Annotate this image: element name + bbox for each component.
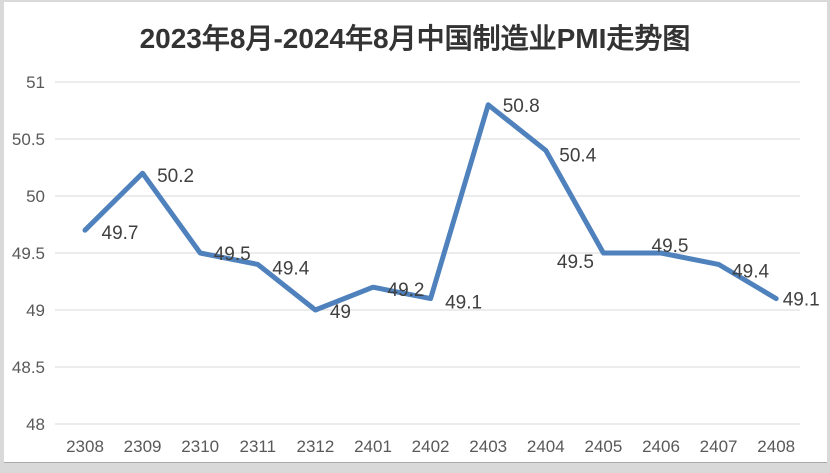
x-axis-tick-label: 2404 <box>527 437 565 456</box>
data-label: 49.7 <box>102 223 139 244</box>
data-label: 49.5 <box>652 236 689 257</box>
x-axis-tick-label: 2405 <box>584 437 622 456</box>
pmi-trend-line <box>82 102 779 313</box>
y-axis-tick-label: 49.5 <box>12 244 45 263</box>
x-axis-tick-label: 2403 <box>469 437 507 456</box>
y-axis-tick-label: 48 <box>26 415 45 434</box>
x-axis-tick-label: 2311 <box>240 437 277 456</box>
y-axis-tick-label: 49 <box>26 301 45 320</box>
data-label: 49.4 <box>732 261 769 282</box>
y-axis-tick-label: 51 <box>26 73 45 92</box>
y-axis-tick-label: 50.5 <box>12 130 45 149</box>
data-label: 50.8 <box>503 96 540 117</box>
data-label: 49.5 <box>557 252 594 273</box>
chart-background <box>4 2 827 463</box>
x-axis-tick-label: 2310 <box>181 437 219 456</box>
data-label: 49.4 <box>272 258 309 279</box>
data-label: 49.5 <box>214 244 251 265</box>
data-label: 49.2 <box>388 280 425 301</box>
data-label: 50.2 <box>157 166 194 187</box>
x-axis-tick-label: 2406 <box>642 437 680 456</box>
x-axis-tick-label: 2407 <box>700 437 738 456</box>
y-axis-tick-label: 50 <box>26 187 45 206</box>
x-axis-tick-label: 2312 <box>296 437 334 456</box>
data-label: 50.4 <box>559 145 596 166</box>
x-axis-tick-label: 2408 <box>757 437 795 456</box>
x-axis-tick-label: 2401 <box>354 437 392 456</box>
data-label: 49 <box>330 302 351 323</box>
x-axis-tick-label: 2308 <box>66 437 104 456</box>
x-axis-tick-label: 2402 <box>412 437 450 456</box>
chart-title: 2023年8月-2024年8月中国制造业PMI走势图 <box>139 23 691 54</box>
data-label: 49.1 <box>783 290 820 311</box>
x-axis-tick-label: 2309 <box>124 437 162 456</box>
y-axis-tick-label: 48.5 <box>12 358 45 377</box>
data-label: 49.1 <box>445 293 482 314</box>
